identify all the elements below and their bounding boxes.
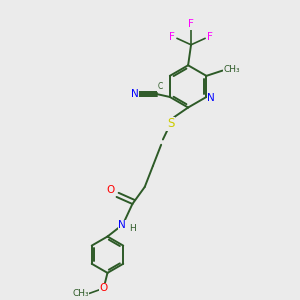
Text: N: N: [131, 89, 139, 99]
Text: O: O: [106, 185, 115, 196]
Text: CH₃: CH₃: [223, 64, 240, 74]
Text: N: N: [207, 93, 215, 103]
Text: CH₃: CH₃: [72, 290, 89, 298]
Text: S: S: [167, 117, 174, 130]
Text: C: C: [158, 82, 163, 91]
Text: O: O: [100, 283, 108, 293]
Text: F: F: [169, 32, 175, 42]
Text: N: N: [118, 220, 126, 230]
Text: F: F: [208, 32, 213, 42]
Text: H: H: [130, 224, 136, 233]
Text: F: F: [188, 19, 194, 29]
